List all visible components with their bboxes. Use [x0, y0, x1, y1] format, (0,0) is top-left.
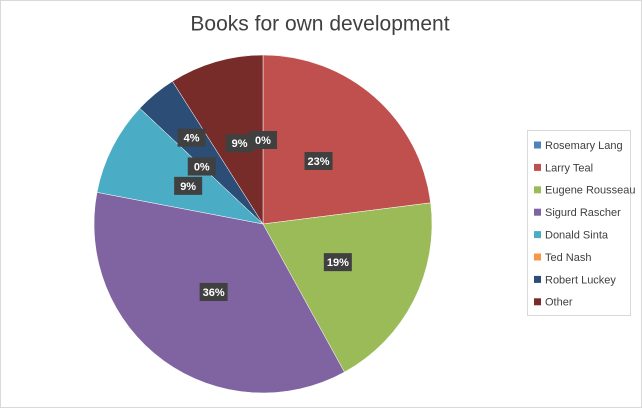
data-label-box: [199, 282, 228, 301]
legend-label: Rosemary Lang: [545, 140, 623, 152]
data-label: 4%: [184, 133, 200, 145]
chart-title: Books for own development: [190, 13, 449, 36]
legend-swatch: [534, 186, 541, 194]
data-label-box: [177, 128, 206, 147]
legend-label: Ted Nash: [545, 252, 591, 264]
data-label-box: [174, 176, 203, 195]
legend-label: Donald Sinta: [545, 230, 609, 242]
data-label-box: [249, 131, 277, 149]
legend-label: Robert Luckey: [545, 274, 616, 286]
legend-swatch: [534, 163, 541, 171]
data-label: 9%: [180, 181, 196, 193]
data-label-box: [323, 253, 352, 272]
data-label: 0%: [255, 135, 271, 147]
data-label: 19%: [327, 257, 349, 269]
legend-swatch: [534, 298, 541, 306]
legend-swatch: [534, 141, 541, 149]
data-label-box: [304, 151, 333, 170]
legend-label: Other: [545, 297, 573, 309]
legend-box: [527, 130, 631, 316]
legend-swatch: [534, 208, 541, 216]
legend-swatch: [534, 253, 541, 261]
data-label: 0%: [194, 161, 210, 173]
legend-swatch: [534, 231, 541, 239]
legend-swatch: [534, 275, 541, 283]
data-label: 36%: [203, 287, 225, 299]
data-label: 23%: [308, 156, 330, 168]
legend-label: Larry Teal: [545, 162, 593, 174]
pie-slice: [96, 107, 264, 225]
legend-label: Eugene Rousseau: [545, 185, 636, 197]
legend-label: Sigurd Rascher: [545, 207, 621, 219]
pie-slice: [172, 54, 264, 225]
data-label-box: [225, 134, 254, 153]
pie-slice: [262, 54, 431, 225]
pie-slice: [262, 202, 433, 373]
data-label-box: [187, 157, 216, 176]
data-label: 9%: [232, 138, 248, 150]
